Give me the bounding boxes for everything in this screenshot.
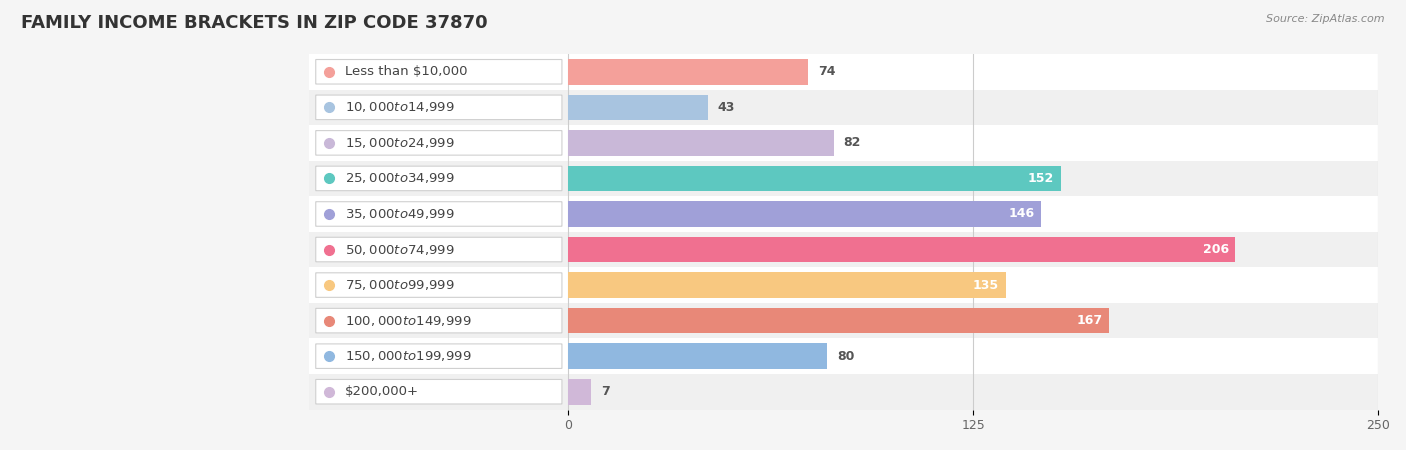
Bar — [568, 166, 1060, 191]
Bar — [568, 201, 1040, 227]
Text: 43: 43 — [717, 101, 735, 114]
Text: $25,000 to $34,999: $25,000 to $34,999 — [344, 171, 454, 185]
Text: 167: 167 — [1077, 314, 1102, 327]
Text: $150,000 to $199,999: $150,000 to $199,999 — [344, 349, 471, 363]
Text: Less than $10,000: Less than $10,000 — [344, 65, 467, 78]
Text: 135: 135 — [973, 279, 1000, 292]
FancyBboxPatch shape — [316, 308, 562, 333]
Text: $75,000 to $99,999: $75,000 to $99,999 — [344, 278, 454, 292]
Bar — [309, 125, 1378, 161]
Bar — [309, 90, 1378, 125]
Text: 146: 146 — [1008, 207, 1035, 220]
FancyBboxPatch shape — [316, 202, 562, 226]
Bar — [309, 161, 1378, 196]
Text: 74: 74 — [818, 65, 835, 78]
Bar — [309, 374, 1378, 410]
FancyBboxPatch shape — [316, 344, 562, 369]
Bar — [568, 343, 827, 369]
FancyBboxPatch shape — [316, 59, 562, 84]
FancyBboxPatch shape — [316, 273, 562, 297]
Bar — [568, 59, 808, 85]
Bar — [309, 303, 1378, 338]
Text: $50,000 to $74,999: $50,000 to $74,999 — [344, 243, 454, 256]
Bar — [309, 54, 1378, 90]
Bar — [568, 379, 591, 405]
Bar — [309, 232, 1378, 267]
Bar — [309, 196, 1378, 232]
Text: $35,000 to $49,999: $35,000 to $49,999 — [344, 207, 454, 221]
Bar — [568, 272, 1005, 298]
Text: 82: 82 — [844, 136, 860, 149]
Text: $10,000 to $14,999: $10,000 to $14,999 — [344, 100, 454, 114]
Text: FAMILY INCOME BRACKETS IN ZIP CODE 37870: FAMILY INCOME BRACKETS IN ZIP CODE 37870 — [21, 14, 488, 32]
Text: 80: 80 — [837, 350, 855, 363]
Text: $15,000 to $24,999: $15,000 to $24,999 — [344, 136, 454, 150]
Bar — [568, 237, 1236, 262]
Bar — [568, 94, 707, 120]
FancyBboxPatch shape — [316, 237, 562, 262]
Text: 7: 7 — [600, 385, 609, 398]
Text: 206: 206 — [1202, 243, 1229, 256]
FancyBboxPatch shape — [316, 95, 562, 120]
FancyBboxPatch shape — [316, 166, 562, 191]
Text: $200,000+: $200,000+ — [344, 385, 419, 398]
Bar — [568, 130, 834, 156]
Bar — [309, 338, 1378, 374]
FancyBboxPatch shape — [316, 379, 562, 404]
FancyBboxPatch shape — [316, 130, 562, 155]
Bar — [309, 267, 1378, 303]
Text: $100,000 to $149,999: $100,000 to $149,999 — [344, 314, 471, 328]
Text: Source: ZipAtlas.com: Source: ZipAtlas.com — [1267, 14, 1385, 23]
Text: 152: 152 — [1028, 172, 1054, 185]
Bar — [568, 308, 1109, 333]
